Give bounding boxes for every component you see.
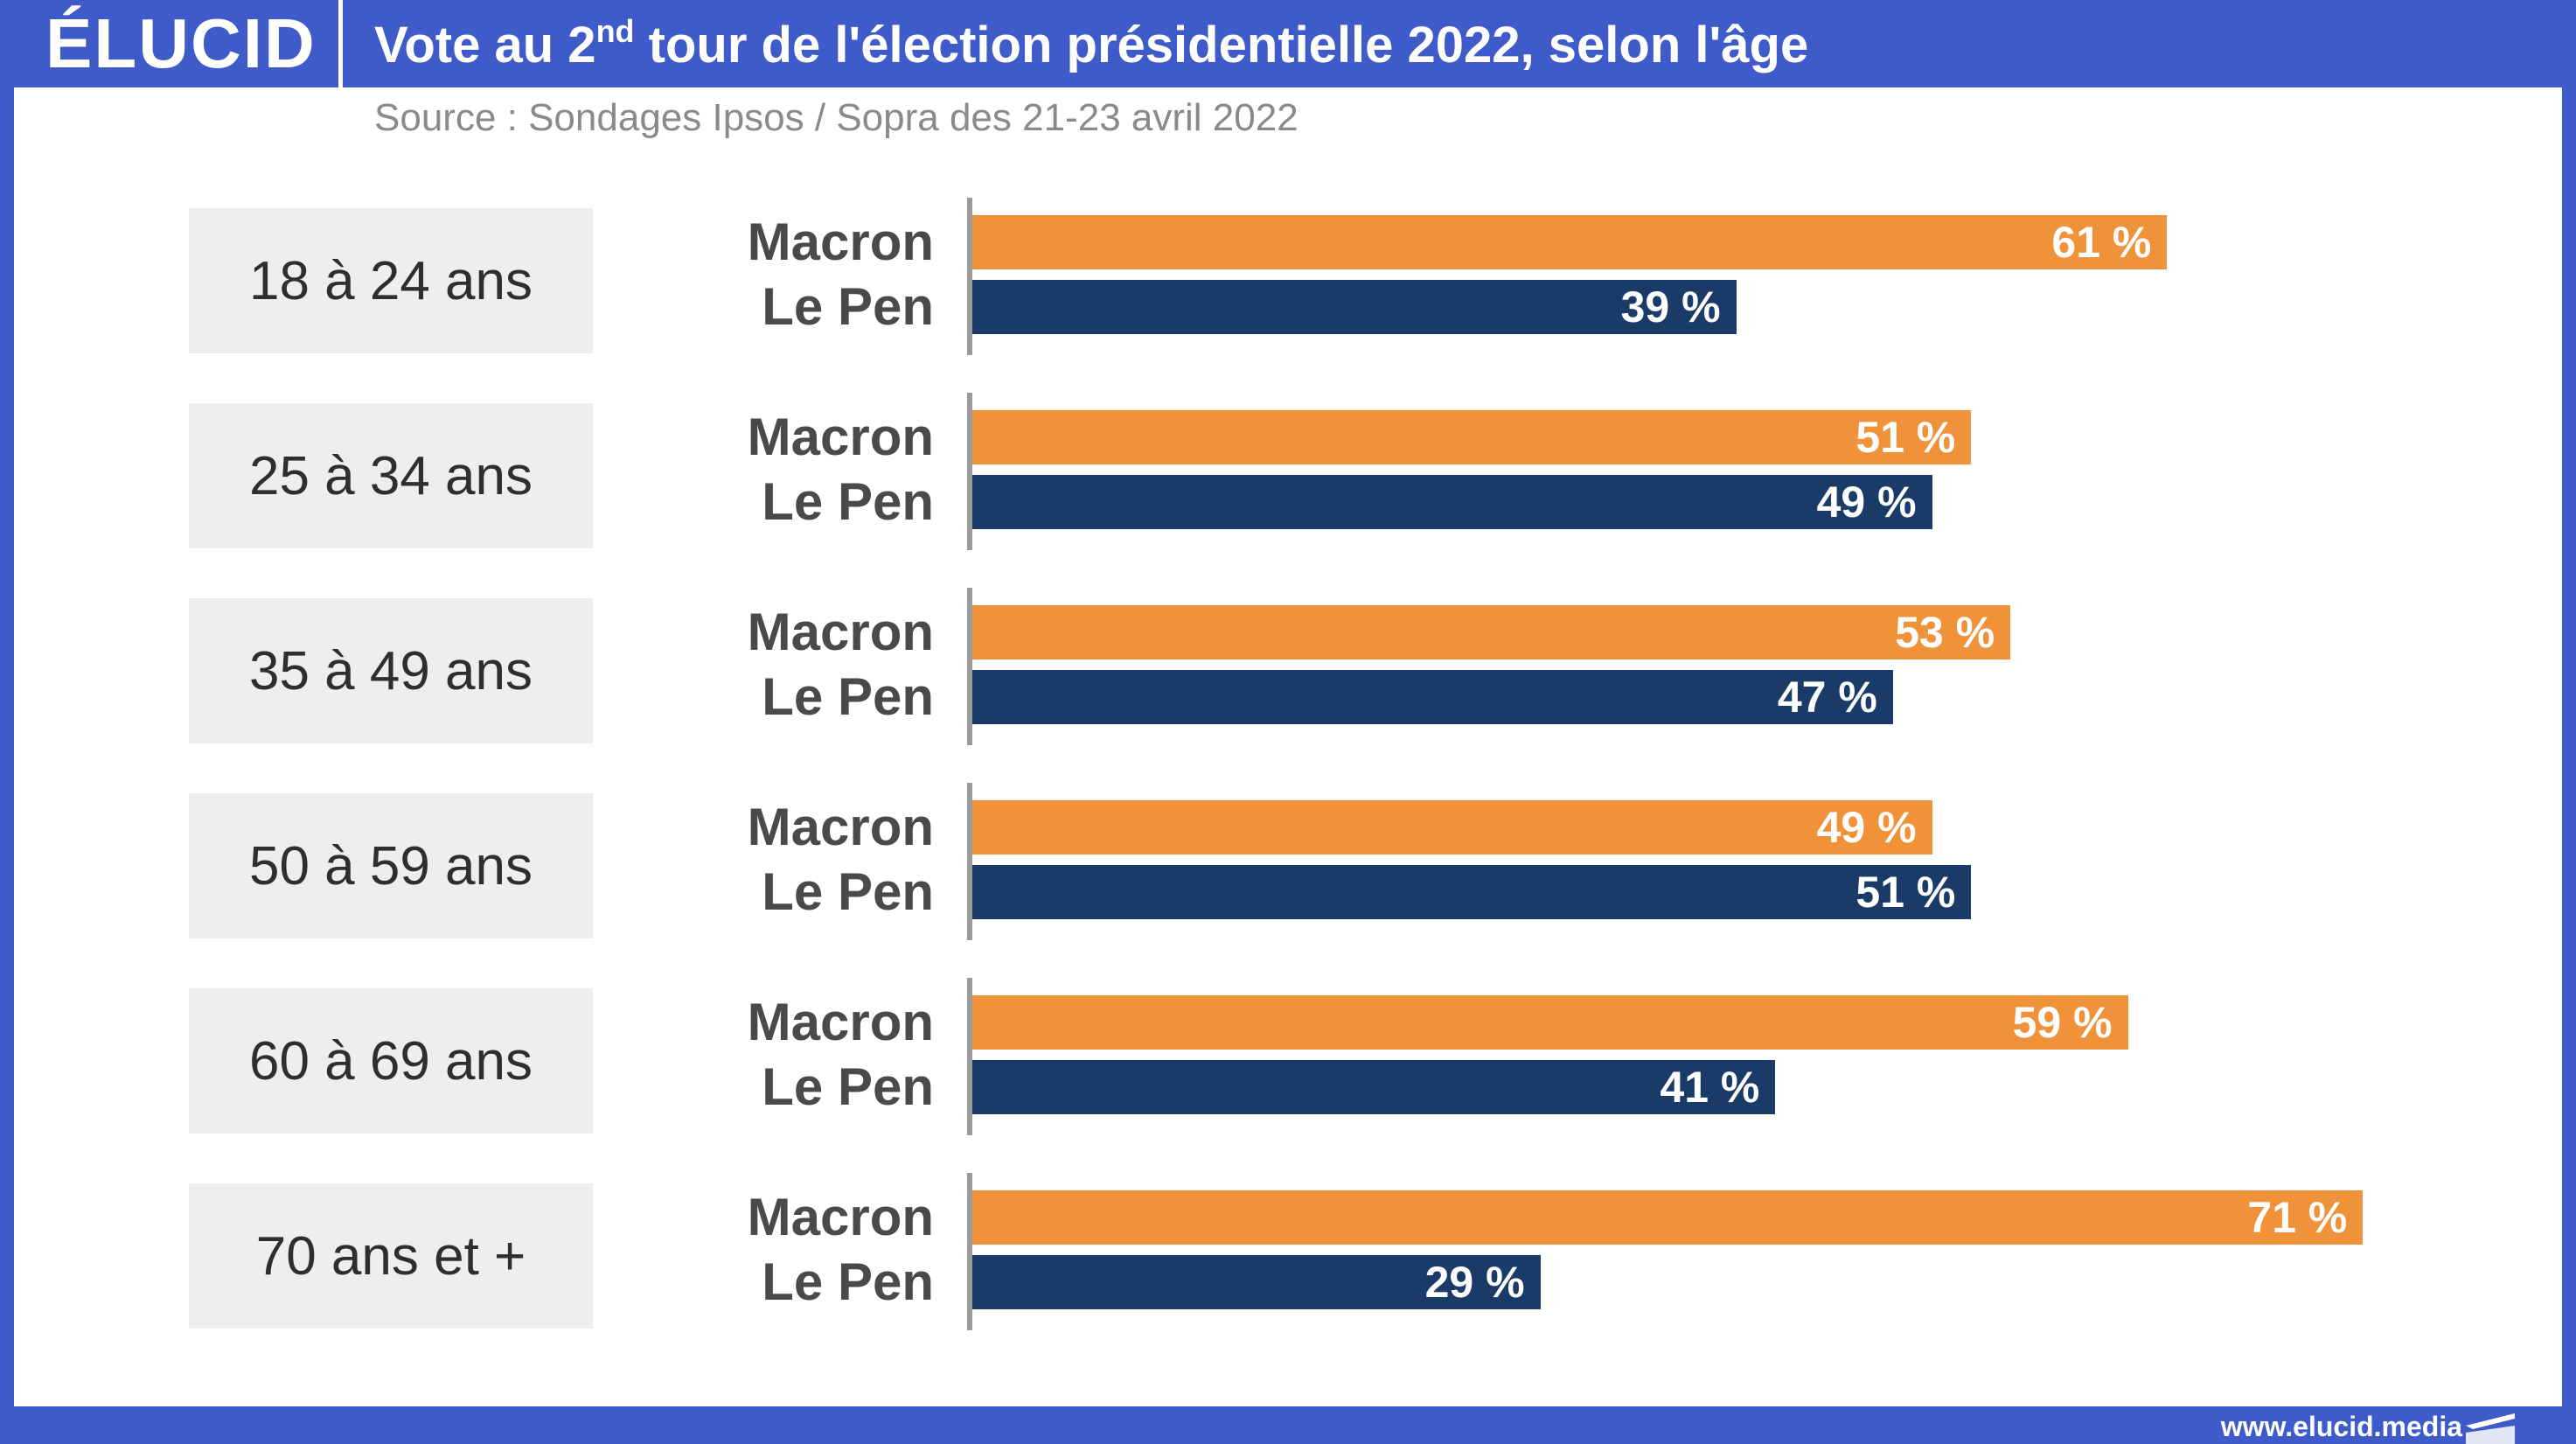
category-axis-segment [967, 588, 972, 745]
title-part2: tour de l'élection présidentielle 2022, … [634, 17, 1809, 73]
age-group-label: 25 à 34 ans [189, 403, 593, 548]
candidate-label: Macron [747, 408, 934, 466]
candidate-label: Macron [747, 1188, 934, 1246]
bar-lepen: 29 % [972, 1255, 1541, 1309]
category-axis-segment [967, 1173, 972, 1330]
bar-lepen: 39 % [972, 280, 1737, 334]
candidate-label: Macron [747, 798, 934, 856]
candidate-label: Le Pen [762, 667, 934, 726]
title-part1: Vote au 2 [374, 17, 596, 73]
age-group-label: 50 à 59 ans [189, 793, 593, 938]
bar-lepen: 47 % [972, 670, 1893, 724]
candidate-label: Macron [747, 213, 934, 271]
chart-panel: Source : Sondages Ipsos / Sopra des 21-2… [14, 87, 2562, 1406]
bar-value-label: 41 % [1660, 1063, 1760, 1112]
bar-value-label: 51 % [1855, 868, 1956, 917]
bar-value-label: 39 % [1620, 283, 1721, 331]
bar-value-label: 29 % [1424, 1258, 1525, 1307]
age-group-label: 60 à 69 ans [189, 988, 593, 1134]
bar-value-label: 53 % [1895, 608, 1995, 657]
bar-value-label: 59 % [2012, 998, 2113, 1047]
header-bar: ÉLUCID Vote au 2nd tour de l'élection pr… [0, 0, 2576, 87]
bar-value-label: 71 % [2247, 1193, 2348, 1242]
elucid-logo: ÉLUCID [45, 4, 317, 82]
footer-bar: www.elucid.media [0, 1406, 2576, 1444]
bar-macron: 49 % [972, 800, 1932, 855]
chart-title: Vote au 2nd tour de l'élection président… [374, 10, 1808, 80]
source-note: Source : Sondages Ipsos / Sopra des 21-2… [374, 96, 1298, 139]
bar-lepen: 49 % [972, 475, 1932, 529]
bar-macron: 61 % [972, 215, 2168, 269]
bar-macron: 51 % [972, 410, 1972, 464]
category-axis-segment [967, 393, 972, 550]
bar-value-label: 49 % [1816, 478, 1917, 527]
footer-url: www.elucid.media [2220, 1411, 2462, 1442]
candidate-label: Macron [747, 993, 934, 1051]
bar-macron: 53 % [972, 605, 2011, 659]
category-axis-segment [967, 978, 972, 1135]
age-group-label: 70 ans et + [189, 1183, 593, 1329]
candidate-label: Le Pen [762, 1252, 934, 1311]
category-axis-segment [967, 783, 972, 940]
bar-lepen: 41 % [972, 1060, 1776, 1114]
header-divider [338, 0, 343, 87]
bar-value-label: 51 % [1855, 413, 1956, 462]
bar-value-label: 47 % [1777, 673, 1877, 722]
bar-macron: 59 % [972, 995, 2128, 1050]
age-group-label: 35 à 49 ans [189, 598, 593, 743]
candidate-label: Le Pen [762, 1057, 934, 1116]
candidate-label: Le Pen [762, 277, 934, 336]
bar-value-label: 61 % [2051, 218, 2152, 267]
candidate-label: Macron [747, 603, 934, 661]
title-superscript: nd [595, 13, 635, 49]
candidate-label: Le Pen [762, 472, 934, 531]
category-axis-segment [967, 198, 972, 355]
candidate-label: Le Pen [762, 862, 934, 921]
age-group-label: 18 à 24 ans [189, 208, 593, 353]
elucid-mark-icon [2466, 1413, 2515, 1444]
bar-macron: 71 % [972, 1190, 2364, 1245]
bar-value-label: 49 % [1816, 803, 1917, 852]
bar-lepen: 51 % [972, 865, 1972, 919]
